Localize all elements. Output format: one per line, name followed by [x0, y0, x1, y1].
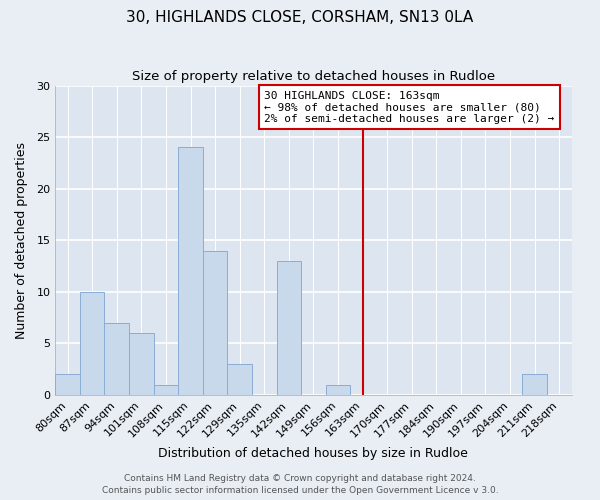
Bar [326, 384, 350, 395]
Bar [129, 333, 154, 395]
Bar [203, 250, 227, 395]
Title: Size of property relative to detached houses in Rudloe: Size of property relative to detached ho… [132, 70, 495, 83]
Text: 30 HIGHLANDS CLOSE: 163sqm
← 98% of detached houses are smaller (80)
2% of semi-: 30 HIGHLANDS CLOSE: 163sqm ← 98% of deta… [264, 90, 554, 124]
Bar [523, 374, 547, 395]
Y-axis label: Number of detached properties: Number of detached properties [15, 142, 28, 338]
Bar [227, 364, 252, 395]
Text: Contains HM Land Registry data © Crown copyright and database right 2024.
Contai: Contains HM Land Registry data © Crown c… [101, 474, 499, 495]
Text: 30, HIGHLANDS CLOSE, CORSHAM, SN13 0LA: 30, HIGHLANDS CLOSE, CORSHAM, SN13 0LA [127, 10, 473, 25]
Bar [178, 148, 203, 395]
Bar [55, 374, 80, 395]
Bar [80, 292, 104, 395]
Bar [154, 384, 178, 395]
Bar [104, 322, 129, 395]
X-axis label: Distribution of detached houses by size in Rudloe: Distribution of detached houses by size … [158, 447, 469, 460]
Bar [277, 261, 301, 395]
